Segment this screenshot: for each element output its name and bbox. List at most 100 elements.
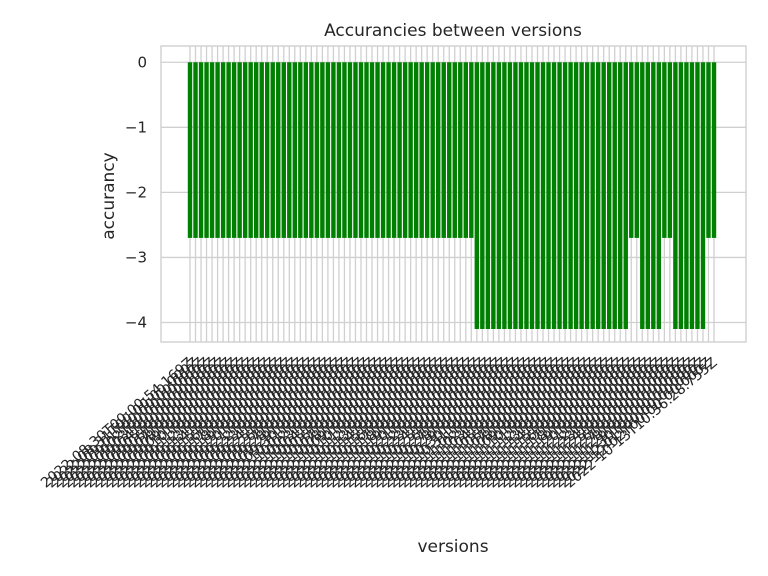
- bar: [640, 62, 645, 329]
- bar: [430, 62, 435, 238]
- bar: [298, 62, 303, 238]
- bar: [386, 62, 391, 238]
- bar: [711, 62, 717, 238]
- bar: [513, 62, 518, 329]
- bar: [595, 62, 601, 329]
- y-tick-label: 0: [137, 53, 147, 71]
- bar: [242, 62, 248, 238]
- bar: [579, 62, 584, 329]
- bar: [204, 62, 209, 238]
- bar: [695, 62, 700, 329]
- plot-frame: [160, 45, 747, 343]
- bar: [325, 62, 331, 238]
- bar: [496, 62, 502, 329]
- bar: [502, 62, 507, 329]
- bar: [551, 62, 557, 329]
- bar: [590, 62, 595, 329]
- bar: [651, 62, 656, 329]
- bar: [331, 62, 336, 238]
- bar: [380, 62, 386, 238]
- bar: [656, 62, 662, 329]
- bar: [524, 62, 529, 329]
- bar: [237, 62, 242, 238]
- bar: [673, 62, 678, 329]
- bar: [309, 62, 314, 238]
- bar: [215, 62, 220, 238]
- bar: [364, 62, 369, 238]
- bar: [535, 62, 540, 329]
- bar: [336, 62, 342, 238]
- bar: [557, 62, 562, 329]
- bar: [507, 62, 513, 329]
- bar: [441, 62, 446, 238]
- bar: [667, 62, 673, 238]
- bar: [601, 62, 606, 329]
- bar: [353, 62, 358, 238]
- y-tick-label: −1: [125, 118, 147, 136]
- bar: [402, 62, 408, 238]
- bar: [436, 62, 441, 238]
- y-tick-label: −2: [125, 183, 147, 201]
- bar: [485, 62, 491, 329]
- bar: [678, 62, 684, 329]
- bar: [689, 62, 695, 329]
- bar: [220, 62, 226, 238]
- bar: [518, 62, 524, 329]
- bar: [700, 62, 706, 329]
- bar: [314, 62, 320, 238]
- bar: [270, 62, 275, 238]
- bar: [623, 62, 628, 329]
- bar: [645, 62, 651, 329]
- bar: [287, 62, 292, 238]
- bar: [606, 62, 612, 329]
- bar: [662, 62, 667, 238]
- bar: [529, 62, 535, 329]
- bar: [480, 62, 485, 329]
- bar: [540, 62, 546, 329]
- bar: [419, 62, 424, 238]
- bar: [562, 62, 568, 329]
- bar: [546, 62, 551, 329]
- bar: [469, 62, 474, 238]
- y-tick-label: −3: [125, 248, 147, 266]
- bars: [187, 62, 717, 329]
- bar: [397, 62, 402, 238]
- chart-title: Accurancies between versions: [324, 21, 582, 41]
- bar: [231, 62, 237, 238]
- bar: [187, 62, 193, 238]
- bar: [198, 62, 204, 238]
- bar: [292, 62, 298, 238]
- bar: [452, 62, 457, 238]
- bar: [375, 62, 380, 238]
- bar: [684, 62, 689, 329]
- bar: [447, 62, 452, 238]
- bar: [303, 62, 309, 238]
- bar: [265, 62, 270, 238]
- y-tick-label: −4: [125, 313, 147, 331]
- bar: [413, 62, 419, 238]
- bar: [226, 62, 231, 238]
- bar: [491, 62, 496, 329]
- bar: [706, 62, 711, 238]
- bar: [391, 62, 397, 238]
- bar: [573, 62, 579, 329]
- bar: [408, 62, 413, 238]
- bar: [259, 62, 264, 238]
- bar: [618, 62, 623, 329]
- bar: [463, 62, 468, 238]
- bar: [458, 62, 463, 238]
- bar: [281, 62, 286, 238]
- bar: [253, 62, 259, 238]
- bar: [276, 62, 281, 238]
- y-tick-labels: 0 −1 −2 −3 −4: [125, 53, 147, 331]
- bar: [320, 62, 325, 238]
- bar: [209, 62, 215, 238]
- bar: [248, 62, 253, 238]
- x-axis-label: versions: [417, 537, 488, 557]
- bar: [584, 62, 590, 329]
- bar: [358, 62, 364, 238]
- bar: [369, 62, 375, 238]
- x-tick-labels: 2022-08-30T00:00:54.169Z2022-08-31T00:00…: [38, 355, 721, 492]
